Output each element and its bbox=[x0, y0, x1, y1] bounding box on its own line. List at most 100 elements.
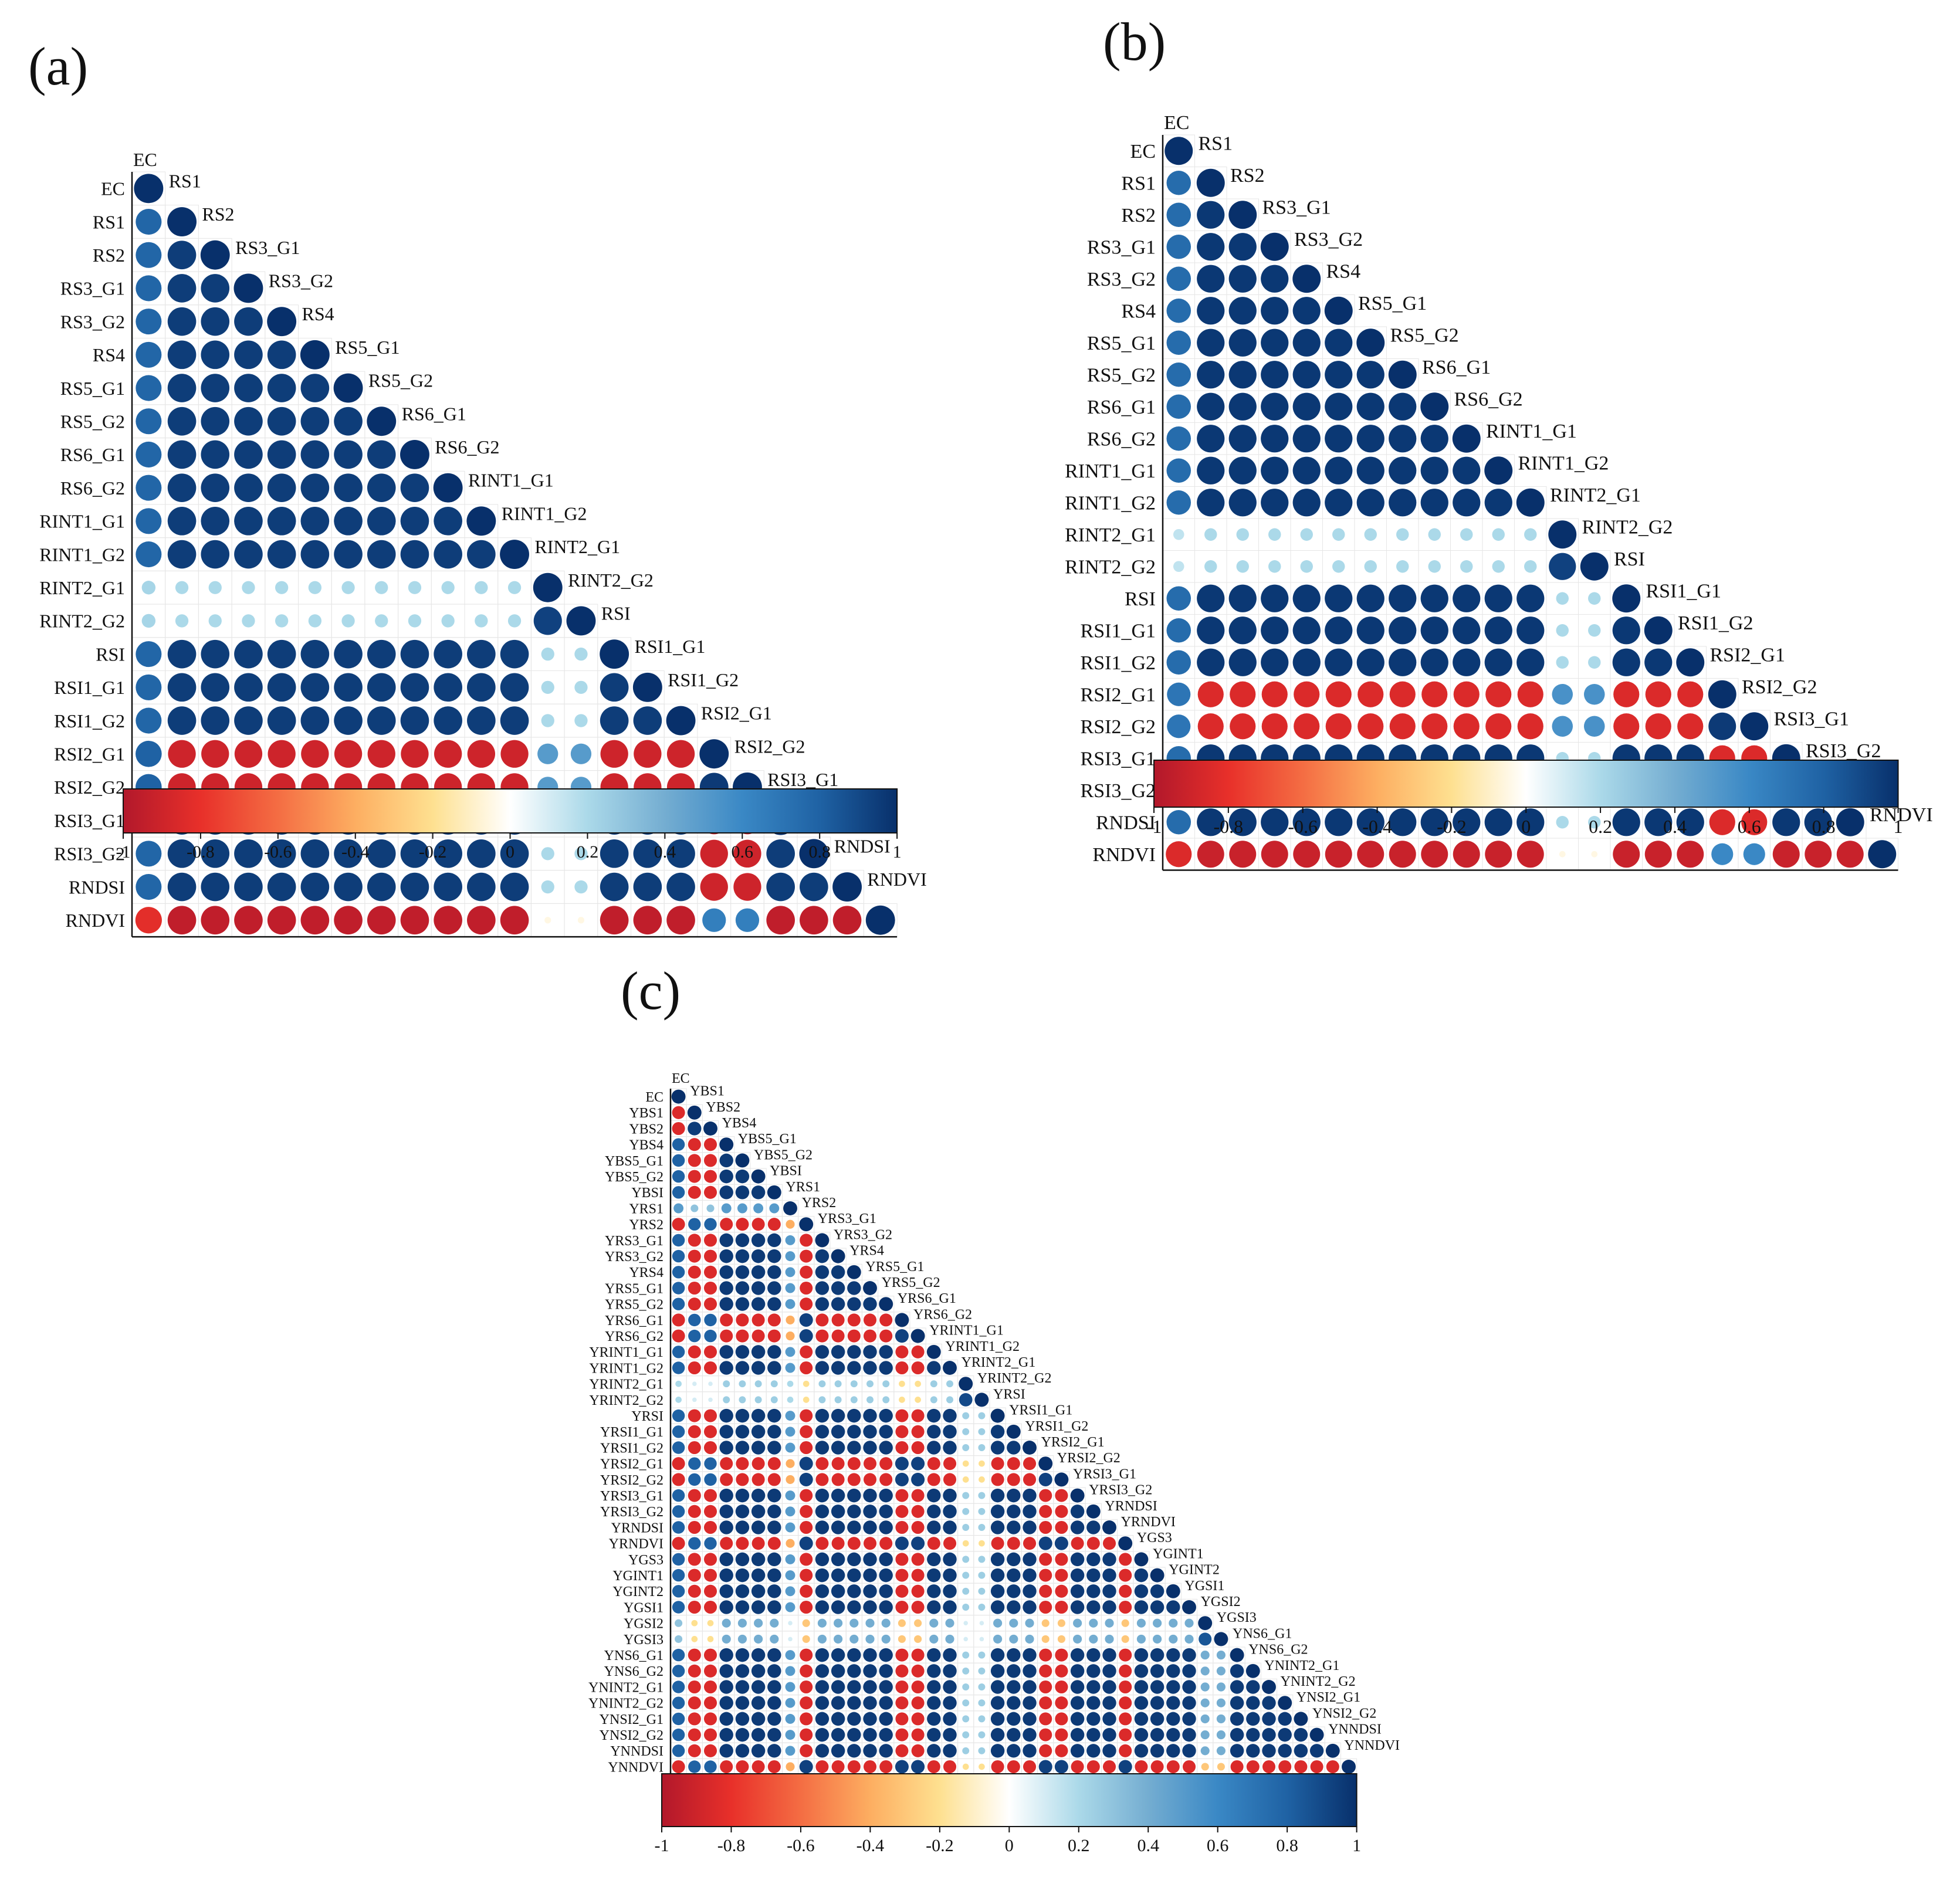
diag-label-rsi3-g1: RSI3_G1 bbox=[767, 769, 838, 790]
corr-point-ynint2-g1-yrsi bbox=[990, 1680, 1005, 1694]
corr-point-yns6-g1-yrsi1-g2 bbox=[1023, 1648, 1037, 1662]
corr-point-ybs5-g1-ybs5-g1 bbox=[735, 1153, 750, 1168]
diag-label-rs1: RS1 bbox=[1199, 133, 1233, 154]
corr-point-rndvi-rsi3-g1 bbox=[766, 906, 795, 935]
row-label-yrs4: YRS4 bbox=[629, 1265, 664, 1280]
diag-label-yrs3-g2: YRS3_G2 bbox=[834, 1227, 892, 1242]
colorbar-tick-label: 0.8 bbox=[808, 842, 831, 862]
row-label-ybs2: YBS2 bbox=[629, 1122, 664, 1137]
corr-point-ygint1-yrsi1-g1 bbox=[1007, 1568, 1021, 1583]
corr-point-ygint1-yrsi3-g1 bbox=[1070, 1568, 1085, 1583]
corr-point-yns6-g1-yrint2-g2 bbox=[978, 1651, 986, 1659]
corr-point-ygs3-ybs4 bbox=[719, 1552, 733, 1567]
diag-label-yrndvi: YRNDVI bbox=[1121, 1515, 1176, 1530]
corr-point-ygs3-ybsi bbox=[767, 1552, 781, 1567]
corr-point-rs4-rs3-g2 bbox=[267, 340, 296, 370]
colorbar bbox=[1153, 760, 1899, 808]
corr-point-rsi1-g2-rs2 bbox=[201, 706, 230, 735]
corr-point-yrsi1-g2-ec bbox=[672, 1441, 685, 1454]
corr-point-ynsi2-g2-ygint2 bbox=[1166, 1727, 1180, 1742]
corr-point-rndvi-rs3-g2 bbox=[267, 906, 296, 935]
corr-point-rs6-g2-rs5-g1 bbox=[1356, 425, 1384, 453]
corr-point-yns6-g2-yrs3-g1 bbox=[815, 1664, 830, 1678]
corr-point-rsi1-g1-rint1-g2 bbox=[1516, 616, 1545, 645]
corr-point-yns6-g2-yrs5-g2 bbox=[879, 1664, 893, 1678]
diag-label-ybs5-g1: YBS5_G1 bbox=[738, 1131, 797, 1147]
corr-point-ygsi1-yrs3-g2 bbox=[831, 1600, 845, 1614]
corr-point-yrsi1-g1-yrsi1-g1 bbox=[1006, 1424, 1021, 1439]
corr-point-ynint2-g2-ybs4 bbox=[719, 1696, 733, 1710]
row-label-rsi3-g1: RSI3_G1 bbox=[1081, 748, 1156, 770]
corr-point-yrs2-ybs5-g1 bbox=[736, 1218, 749, 1231]
corr-point-ygsi3-ygsi1 bbox=[1184, 1634, 1194, 1644]
corr-point-yns6-g1-ec bbox=[672, 1648, 685, 1662]
corr-point-rint1-g2-rint1-g1 bbox=[1484, 489, 1512, 517]
corr-point-yrint2-g2-yrs3-g1 bbox=[818, 1396, 826, 1404]
corr-point-rs1-ec bbox=[1166, 170, 1191, 195]
corr-point-rsi2-g1-rs6-g1 bbox=[1421, 681, 1448, 707]
corr-point-ybs4-ybs1 bbox=[688, 1138, 701, 1151]
corr-point-ynsi2-g1-yrs6-g1 bbox=[895, 1712, 909, 1726]
corr-point-rs3-g1-rs2 bbox=[1228, 233, 1257, 261]
diag-label-ybs5-g2: YBS5_G2 bbox=[754, 1147, 813, 1163]
corr-point-yrsi3-g1-yrs3-g1 bbox=[815, 1488, 830, 1503]
corr-point-rint1-g1-rint1-g1 bbox=[466, 506, 496, 536]
corr-point-yrs2-ybs5-g2 bbox=[751, 1218, 765, 1231]
diag-label-rs6-g2: RS6_G2 bbox=[435, 436, 499, 458]
row-label-yns6-g2: YNS6_G2 bbox=[604, 1664, 664, 1679]
corr-point-ygsi2-ybs1 bbox=[691, 1619, 698, 1627]
corr-point-ynsi2-g2-yrsi3-g2 bbox=[1086, 1727, 1101, 1742]
corr-point-ygsi1-yrsi bbox=[990, 1600, 1005, 1614]
row-label-ec: EC bbox=[1130, 141, 1156, 162]
corr-point-ynint2-g2-ygint1 bbox=[1150, 1696, 1165, 1710]
corr-point-yrndsi-yrs6-g1 bbox=[895, 1520, 909, 1534]
row-label-ybs5-g1: YBS5_G1 bbox=[605, 1154, 664, 1169]
corr-point-rint1-g2-rs3-g2 bbox=[1292, 489, 1321, 517]
corr-point-rint2-g2-rs5-g2 bbox=[1396, 560, 1409, 573]
corr-point-yns6-g1-ygsi3 bbox=[1216, 1651, 1226, 1660]
corr-point-rs4-rs1 bbox=[167, 340, 197, 370]
corr-point-rndvi-rs2 bbox=[201, 906, 230, 935]
row-label-rs5-g1: RS5_G1 bbox=[1087, 333, 1156, 354]
corr-point-ynndvi-yrint2-g2 bbox=[979, 1763, 985, 1770]
corr-point-yrsi2-g1-yrint1-g2 bbox=[943, 1457, 957, 1471]
corr-point-yrndvi-yrs1 bbox=[786, 1539, 795, 1548]
corr-point-ynint2-g2-yrsi1-g2 bbox=[1023, 1696, 1037, 1710]
corr-point-ygint1-yrsi bbox=[990, 1568, 1005, 1583]
corr-point-ygint2-yrsi2-g2 bbox=[1055, 1584, 1068, 1598]
row-label-yrs3-g2: YRS3_G2 bbox=[605, 1249, 664, 1265]
corr-point-rs6-g1-rs5-g2 bbox=[367, 440, 396, 469]
diag-label-rndsi: RNDSI bbox=[834, 835, 891, 856]
corr-point-ynndvi-yrs3-g2 bbox=[831, 1760, 845, 1774]
corr-point-ygsi3-ybsi bbox=[770, 1634, 779, 1644]
corr-point-yrs6-g2-ybs5-g2 bbox=[751, 1329, 765, 1343]
corr-point-yrint2-g1-yrs4 bbox=[850, 1380, 858, 1388]
corr-point-rsi2-g1-rsi2-g1 bbox=[1708, 680, 1736, 709]
corr-point-rndsi-rs4 bbox=[300, 872, 330, 902]
corr-point-rs5-g2-rs4 bbox=[1325, 361, 1353, 389]
corr-point-yrsi2-g1-ybs2 bbox=[704, 1457, 717, 1470]
corr-point-ynint2-g1-ec bbox=[672, 1681, 685, 1693]
corr-point-yrsi2-g1-ec bbox=[672, 1457, 685, 1471]
corr-point-yrsi3-g1-yrsi bbox=[990, 1488, 1005, 1503]
corr-point-yrsi-yrint1-g2 bbox=[943, 1408, 957, 1423]
corr-point-yrs4-ybsi bbox=[767, 1265, 781, 1279]
diag-label-rs3-g1: RS3_G1 bbox=[1262, 196, 1331, 218]
corr-point-rsi2-g1-rsi1-g1 bbox=[1645, 681, 1671, 707]
corr-point-ygsi3-yrs4 bbox=[849, 1634, 859, 1644]
corr-point-ygint1-yrint1-g2 bbox=[943, 1568, 957, 1583]
corr-point-ygs3-yrint2-g1 bbox=[962, 1556, 970, 1563]
corr-point-rsi2-g1-rint2-g1 bbox=[1552, 683, 1573, 705]
corr-point-ygint2-yrs3-g2 bbox=[831, 1584, 845, 1598]
corr-point-rsi3-g2-rs1 bbox=[167, 839, 197, 868]
corr-point-ynndsi-ynsi2-g1 bbox=[1294, 1744, 1308, 1758]
corr-point-yrndsi-yrint1-g1 bbox=[927, 1520, 941, 1534]
corr-point-rs6-g1-ec bbox=[136, 441, 162, 467]
corr-point-ynint2-g1-ybs1 bbox=[688, 1680, 701, 1694]
corr-point-rint1-g2-rs6-g2 bbox=[434, 540, 462, 569]
corr-point-ygsi3-yrs1 bbox=[788, 1637, 793, 1642]
corr-point-rs5-g1-rs5-g1 bbox=[1356, 328, 1385, 357]
corr-point-yns6-g2-yrs6-g1 bbox=[895, 1664, 909, 1678]
corr-point-yrndvi-ybs1 bbox=[688, 1537, 701, 1550]
corr-point-rs4-ec bbox=[1166, 298, 1191, 323]
